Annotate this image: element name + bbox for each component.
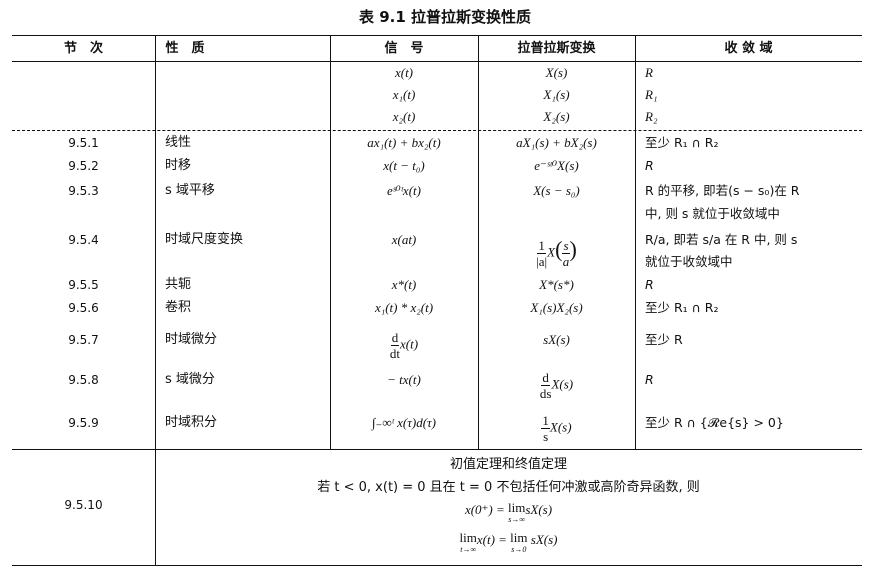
property-name: 时域微分: [165, 332, 218, 347]
roc-cell: 至少 R: [645, 332, 683, 347]
roc-cell: R₁: [645, 87, 658, 102]
signal-cell: d dt x(t): [389, 330, 419, 361]
signal-cell: x₁(t) * x₂(t): [374, 300, 434, 315]
transform-cell: X₁(s)X₂(s): [530, 300, 583, 315]
roc-cell: 至少 R ∩ {𝓡e{s} > 0}: [645, 415, 784, 430]
transform-cell: e⁻ˢᵗ⁰X(s): [534, 158, 579, 173]
section-number: 9.5.9: [68, 416, 99, 430]
section-number: 9.5.1: [68, 136, 99, 150]
roc-cell-continued: 中, 则 s 就位于收敛域中: [645, 206, 780, 221]
column-divider: [635, 36, 636, 449]
initial-value-equation: x(0⁺) = lim s→∞ sX(s): [464, 500, 553, 524]
dashed-separator: [12, 130, 862, 131]
column-divider: [478, 36, 479, 449]
roc-cell-continued: 就位于收敛域中: [645, 254, 733, 269]
header-section: 节 次: [63, 41, 103, 56]
theorem-heading: 初值定理和终值定理: [449, 457, 567, 472]
roc-cell: R 的平移, 即若(s − s₀)在 R: [645, 183, 800, 198]
signal-cell: x₂(t): [392, 109, 416, 124]
signal-cell: eˢ⁰ᵗx(t): [387, 183, 421, 198]
header-roc: 收 敛 域: [724, 41, 773, 56]
theorem-condition: 若 t < 0, x(t) = 0 且在 t = 0 不包括任何冲激或高阶奇异函…: [317, 480, 700, 495]
header-signal: 信 号: [384, 41, 424, 56]
property-name: 时域积分: [165, 415, 218, 430]
transform-cell: X₁(s): [543, 87, 570, 102]
transform-cell: X(s − s₀): [533, 183, 580, 198]
table-bottom-rule: [12, 565, 862, 566]
signal-cell: x*(t): [391, 277, 417, 292]
section-number: 9.5.4: [68, 233, 99, 247]
transform-cell: d ds X(s): [539, 370, 574, 401]
signal-cell: x₁(t): [392, 87, 416, 102]
section-number: 9.5.5: [68, 278, 99, 292]
signal-cell: x(t − t₀): [383, 158, 425, 173]
fraction: 1 |a|: [536, 238, 548, 269]
table-title: 表 9.1 拉普拉斯变换性质: [358, 8, 532, 26]
table-top-rule: [12, 35, 862, 36]
signal-cell: x(at): [391, 232, 417, 247]
row-rule: [12, 449, 862, 450]
signal-cell: ax₁(t) + bx₂(t): [367, 135, 441, 150]
property-name: 共轭: [165, 277, 192, 292]
property-name: s 域微分: [165, 372, 215, 387]
derivative-fraction: d dt: [389, 330, 401, 361]
roc-cell: R: [645, 65, 653, 80]
section-number: 9.5.6: [68, 301, 99, 315]
property-name: 时域尺度变换: [165, 232, 244, 247]
signal-cell: − tx(t): [387, 372, 421, 387]
section-number: 9.5.8: [68, 373, 99, 387]
header-transform: 拉普拉斯变换: [517, 41, 596, 56]
roc-cell: R₂: [645, 109, 658, 124]
transform-cell: X(s): [545, 65, 568, 80]
signal-cell: x(t): [394, 65, 414, 80]
header-rule: [12, 61, 862, 62]
derivative-fraction: d ds: [539, 370, 552, 401]
signal-cell: ∫₋∞ᵗ x(τ)d(τ): [371, 415, 437, 430]
transform-cell: 1 s X(s): [541, 413, 572, 444]
roc-cell: R: [645, 277, 654, 292]
roc-cell: 至少 R₁ ∩ R₂: [645, 300, 719, 315]
roc-cell: R: [645, 372, 654, 387]
roc-cell: R/a, 即若 s/a 在 R 中, 则 s: [645, 232, 798, 247]
header-property: 性 质: [165, 41, 205, 56]
roc-cell: 至少 R₁ ∩ R₂: [645, 135, 719, 150]
property-name: 线性: [165, 135, 192, 150]
section-number: 9.5.2: [68, 159, 99, 173]
transform-cell: sX(s): [543, 332, 570, 347]
property-name: 时移: [165, 158, 192, 173]
column-divider: [155, 36, 156, 565]
transform-cell: aX₁(s) + bX₂(s): [516, 135, 597, 150]
transform-cell: X*(s*): [539, 277, 574, 292]
roc-cell: R: [645, 158, 654, 173]
transform-cell: X₂(s): [543, 109, 570, 124]
column-divider: [330, 36, 331, 449]
property-name: s 域平移: [165, 183, 215, 198]
section-number: 9.5.10: [64, 498, 103, 512]
transform-cell: 1 |a| X(s a): [536, 236, 577, 269]
property-name: 卷积: [165, 300, 192, 315]
section-number: 9.5.3: [68, 184, 99, 198]
final-value-equation: lim t→∞ x(t) = lim s→0 sX(s): [459, 530, 558, 554]
section-number: 9.5.7: [68, 333, 99, 347]
